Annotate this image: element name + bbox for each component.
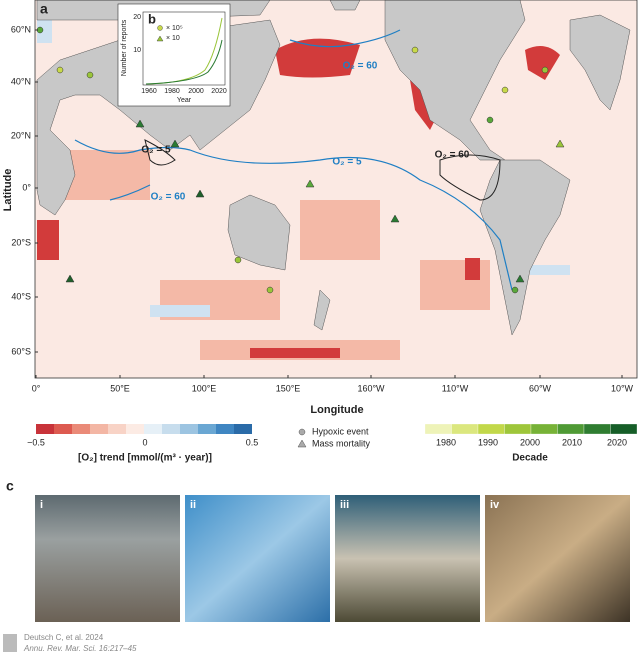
event-markers — [36, 26, 565, 294]
inset-legend-label: × 10⁵ — [166, 25, 183, 32]
contour-5 — [144, 139, 501, 201]
inset-legend-label: × 10 — [166, 35, 180, 42]
colorbar-label: Decade — [512, 453, 548, 464]
colorbar-swatch — [557, 423, 585, 435]
lon-tick-label: 0° — [32, 383, 41, 393]
citation: Deutsch C, et al. 2024 — [24, 633, 104, 642]
positive-trend — [37, 18, 570, 317]
colorbar-swatch — [198, 424, 216, 434]
colorbar-swatch — [216, 424, 234, 434]
colorbar-swatch — [583, 423, 611, 435]
colorbar-swatch — [530, 423, 558, 435]
contour-label: O₂ = 60 — [151, 192, 186, 203]
lat-tick-label: 60°S — [11, 346, 31, 356]
inset-x-label: Year — [177, 97, 192, 104]
inset-curve — [145, 39, 223, 85]
colorbar-swatch — [126, 424, 144, 434]
inset-x-tick-label: 2020 — [211, 88, 227, 95]
colorbar-swatch — [72, 424, 90, 434]
legend-marker — [298, 428, 306, 436]
colorbar-tick-label: 1990 — [478, 437, 498, 447]
inset-x-tick-label: 1960 — [141, 88, 157, 95]
colorbar-swatch — [180, 424, 198, 434]
inset-frame — [117, 3, 231, 107]
lon-tick-label: 150°E — [276, 383, 301, 393]
photos: i ii iii iv — [35, 495, 630, 622]
strong-trend — [37, 38, 560, 358]
contour-label: O₂ = 5 — [141, 145, 171, 156]
photo-label: ii — [190, 499, 196, 511]
inset-legend-marker — [157, 25, 163, 31]
colorbar-swatch — [162, 424, 180, 434]
photo-label: iii — [340, 499, 349, 511]
colorbar-tick-label: 2000 — [520, 437, 540, 447]
lat-tick-label: 0° — [22, 182, 31, 192]
colorbar-swatch — [424, 423, 452, 435]
map-frame — [34, 0, 638, 379]
contour-label: O₂ = 60 — [343, 61, 378, 72]
inset-chart: b Number of reports Year 10 20 1960 1980 2000 20… — [117, 3, 231, 107]
lon-tick-label: 50°E — [110, 383, 130, 393]
inset-panel-label: b — [148, 11, 156, 26]
lat-tick-label: 60°N — [11, 24, 31, 34]
panel-label: a — [40, 1, 48, 17]
photo-label: i — [40, 499, 43, 511]
inset-y-tick-label: 20 — [133, 14, 141, 21]
contour-label: O₂ = 60 — [435, 150, 470, 161]
colorbar-tick-label: 2010 — [562, 437, 582, 447]
photo — [185, 495, 330, 622]
inset-legend-marker — [156, 35, 164, 42]
contour-label: O₂ = 5 — [332, 157, 362, 168]
contour-60 — [74, 29, 513, 291]
colorbar-swatch — [451, 423, 479, 435]
lon-tick-label: 100°E — [192, 383, 217, 393]
trend-patches — [60, 150, 490, 360]
decade-colorbar — [424, 423, 638, 435]
colorbar-tick-label: 0 — [142, 437, 147, 447]
colorbar-swatch — [90, 424, 108, 434]
lat-tick-label: 20°S — [11, 237, 31, 247]
colorbar-swatch — [108, 424, 126, 434]
colorbar-swatch — [477, 423, 505, 435]
inset-axes — [142, 11, 226, 86]
inset-x-tick-label: 2000 — [188, 88, 204, 95]
lat-tick-label: 20°N — [11, 130, 31, 140]
logo — [3, 634, 17, 652]
inset-x-tick-label: 1980 — [164, 88, 180, 95]
colorbar-tick-label: 1980 — [436, 437, 456, 447]
lon-tick-label: 10°W — [611, 383, 634, 393]
colorbar-swatch — [36, 424, 54, 434]
colorbar-swatch — [54, 424, 72, 434]
colorbar-swatch — [234, 424, 252, 434]
lon-tick-label: 160°W — [357, 383, 385, 393]
colorbar-swatch — [144, 424, 162, 434]
o2-colorbar — [36, 424, 252, 434]
legend-label: Mass mortality — [312, 438, 371, 448]
colorbar-tick-label: −0.5 — [27, 437, 45, 447]
photo-label: iv — [490, 499, 500, 511]
lat-tick-label: 40°S — [11, 291, 31, 301]
inset-y-label: Number of reports — [121, 19, 128, 76]
colorbar-swatch — [610, 423, 638, 435]
panel-label: c — [6, 478, 14, 494]
colorbar-swatch — [504, 423, 532, 435]
y-axis-label: Latitude — [2, 169, 14, 212]
colorbar-tick-label: 0.5 — [246, 437, 259, 447]
colorbar-tick-label: 2020 — [607, 437, 627, 447]
photo — [485, 495, 630, 622]
lat-tick-label: 40°N — [11, 76, 31, 86]
photo — [335, 495, 480, 622]
colorbar-label: [O₂] trend [mmol/(m³ · year)] — [78, 453, 212, 464]
photo — [35, 495, 180, 622]
lon-tick-label: 110°W — [442, 383, 469, 393]
legend-label: Hypoxic event — [312, 426, 369, 436]
journal: Annu. Rev. Mar. Sci. 16:217–45 — [23, 644, 137, 653]
inset-y-tick-label: 10 — [133, 47, 141, 54]
legend-marker — [297, 439, 307, 448]
lon-tick-label: 60°W — [529, 383, 552, 393]
x-axis-label: Longitude — [310, 404, 363, 416]
